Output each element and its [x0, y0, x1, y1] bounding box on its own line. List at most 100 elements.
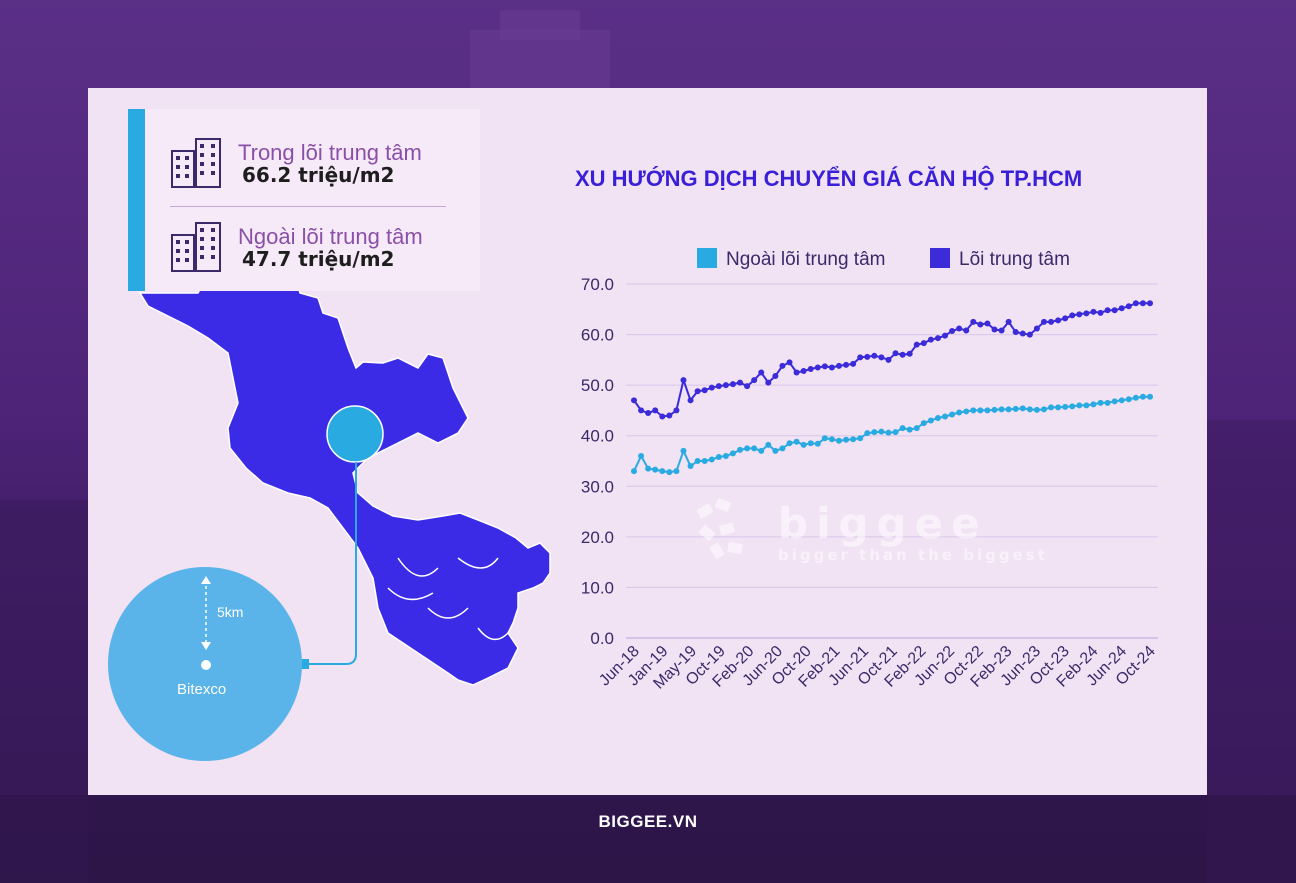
data-point [687, 397, 694, 404]
data-point [828, 364, 835, 371]
data-point [793, 369, 800, 376]
data-point [793, 438, 800, 445]
buildings-icon [171, 222, 221, 272]
map-delta-coast [387, 557, 509, 641]
data-point [892, 429, 899, 436]
data-point [892, 350, 899, 357]
footer-brand: BIGGEE.VN [598, 812, 698, 831]
series-1 [631, 300, 1153, 420]
data-point [920, 420, 927, 427]
data-point [1019, 330, 1026, 337]
data-point [1055, 317, 1062, 324]
data-point [645, 465, 652, 472]
stat-accent-bar [128, 109, 145, 291]
data-point [1147, 393, 1153, 400]
y-tick-label: 60.0 [581, 326, 614, 345]
data-point [765, 379, 772, 386]
bitexco-label: Bitexco [177, 681, 226, 698]
stat-outer-value: 47.7 triệu/m2 [242, 247, 395, 271]
data-point [906, 426, 913, 433]
data-point [715, 383, 722, 390]
data-point [998, 406, 1005, 413]
data-point [1118, 397, 1125, 404]
data-point [814, 364, 821, 371]
data-point [906, 350, 913, 357]
data-point [927, 417, 934, 424]
data-point [666, 469, 673, 476]
legend-label-outer: Ngoài lõi trung tâm [726, 249, 885, 270]
data-point [1132, 300, 1139, 307]
map-connector-end [301, 659, 309, 669]
scale-label: 5km [217, 604, 243, 620]
data-point [942, 413, 949, 420]
biggee-logo-icon [696, 497, 743, 560]
data-point [807, 440, 814, 447]
data-point [991, 406, 998, 413]
data-point [680, 377, 687, 384]
data-point [1139, 393, 1146, 400]
data-point [645, 409, 652, 416]
data-point [857, 354, 864, 361]
data-point [652, 407, 659, 414]
data-point [828, 436, 835, 443]
data-point [779, 445, 786, 452]
data-point [1062, 315, 1069, 322]
data-point [673, 468, 680, 475]
data-point [1048, 318, 1055, 325]
data-point [864, 353, 871, 360]
chart-series [631, 300, 1153, 476]
data-point [998, 327, 1005, 334]
legend-label-core: Lõi trung tâm [959, 249, 1070, 270]
data-point [673, 407, 680, 414]
data-point [843, 436, 850, 443]
data-point [1111, 398, 1118, 405]
data-point [680, 447, 687, 454]
data-point [1033, 406, 1040, 413]
data-point [835, 437, 842, 444]
data-point [878, 354, 885, 361]
data-point [1139, 300, 1146, 307]
data-point [913, 341, 920, 348]
y-tick-label: 30.0 [581, 477, 614, 496]
data-point [977, 321, 984, 328]
data-point [765, 441, 772, 448]
data-point [934, 415, 941, 422]
stat-divider [170, 206, 446, 207]
stat-outer-label: Ngoài lõi trung tâm [238, 224, 423, 249]
scale-arrow-down-head [201, 642, 211, 650]
data-point [1069, 312, 1076, 319]
data-point [1040, 318, 1047, 325]
data-point [638, 452, 645, 459]
scale-arrow-up-head [201, 576, 211, 584]
data-point [1062, 403, 1069, 410]
data-point [729, 381, 736, 388]
y-tick-label: 20.0 [581, 528, 614, 547]
data-point [722, 452, 729, 459]
y-tick-label: 50.0 [581, 376, 614, 395]
series-line [633, 302, 1150, 418]
data-point [835, 362, 842, 369]
infographic-card: 5km Bitexco Trong lõi trung tâm 66.2 tri… [88, 88, 1207, 795]
data-point [744, 383, 751, 390]
data-point [715, 453, 722, 460]
stat-core-value: 66.2 triệu/m2 [242, 163, 395, 187]
data-point [821, 363, 828, 370]
data-point [708, 456, 715, 463]
data-point [737, 379, 744, 386]
data-point [814, 440, 821, 447]
stat-core-label: Trong lõi trung tâm [238, 140, 422, 165]
data-point [1097, 309, 1104, 316]
data-point [1111, 307, 1118, 314]
data-point [1083, 402, 1090, 409]
watermark-tagline: bigger than the biggest [778, 546, 1048, 564]
data-point [949, 411, 956, 418]
data-point [970, 407, 977, 414]
data-point [772, 373, 779, 380]
data-point [956, 409, 963, 416]
y-axis-ticks: 0.0 10.0 20.0 30.0 40.0 50.0 60.0 70.0 [581, 275, 614, 648]
data-point [871, 429, 878, 436]
data-point [1097, 399, 1104, 406]
data-point [1104, 307, 1111, 314]
data-point [885, 429, 892, 436]
